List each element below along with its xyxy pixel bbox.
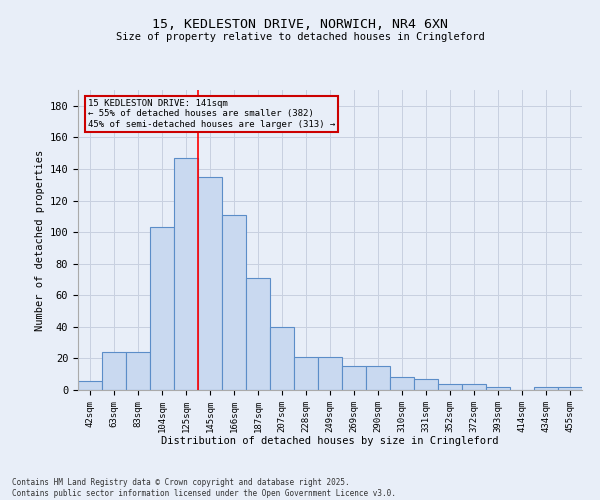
Bar xyxy=(198,177,222,390)
Bar xyxy=(294,357,318,390)
Bar xyxy=(222,214,246,390)
X-axis label: Distribution of detached houses by size in Cringleford: Distribution of detached houses by size … xyxy=(161,436,499,446)
Bar xyxy=(150,228,174,390)
Bar xyxy=(414,379,438,390)
Bar xyxy=(318,357,342,390)
Bar xyxy=(390,378,414,390)
Text: 15 KEDLESTON DRIVE: 141sqm
← 55% of detached houses are smaller (382)
45% of sem: 15 KEDLESTON DRIVE: 141sqm ← 55% of deta… xyxy=(88,99,335,129)
Bar xyxy=(558,387,582,390)
Text: Contains HM Land Registry data © Crown copyright and database right 2025.
Contai: Contains HM Land Registry data © Crown c… xyxy=(12,478,396,498)
Bar xyxy=(534,387,558,390)
Bar xyxy=(78,380,102,390)
Bar xyxy=(126,352,150,390)
Bar xyxy=(270,327,294,390)
Bar xyxy=(438,384,462,390)
Bar xyxy=(486,387,510,390)
Bar xyxy=(174,158,198,390)
Bar xyxy=(462,384,486,390)
Text: Size of property relative to detached houses in Cringleford: Size of property relative to detached ho… xyxy=(116,32,484,42)
Bar xyxy=(342,366,366,390)
Bar xyxy=(246,278,270,390)
Text: 15, KEDLESTON DRIVE, NORWICH, NR4 6XN: 15, KEDLESTON DRIVE, NORWICH, NR4 6XN xyxy=(152,18,448,30)
Bar xyxy=(366,366,390,390)
Bar xyxy=(102,352,126,390)
Y-axis label: Number of detached properties: Number of detached properties xyxy=(35,150,46,330)
